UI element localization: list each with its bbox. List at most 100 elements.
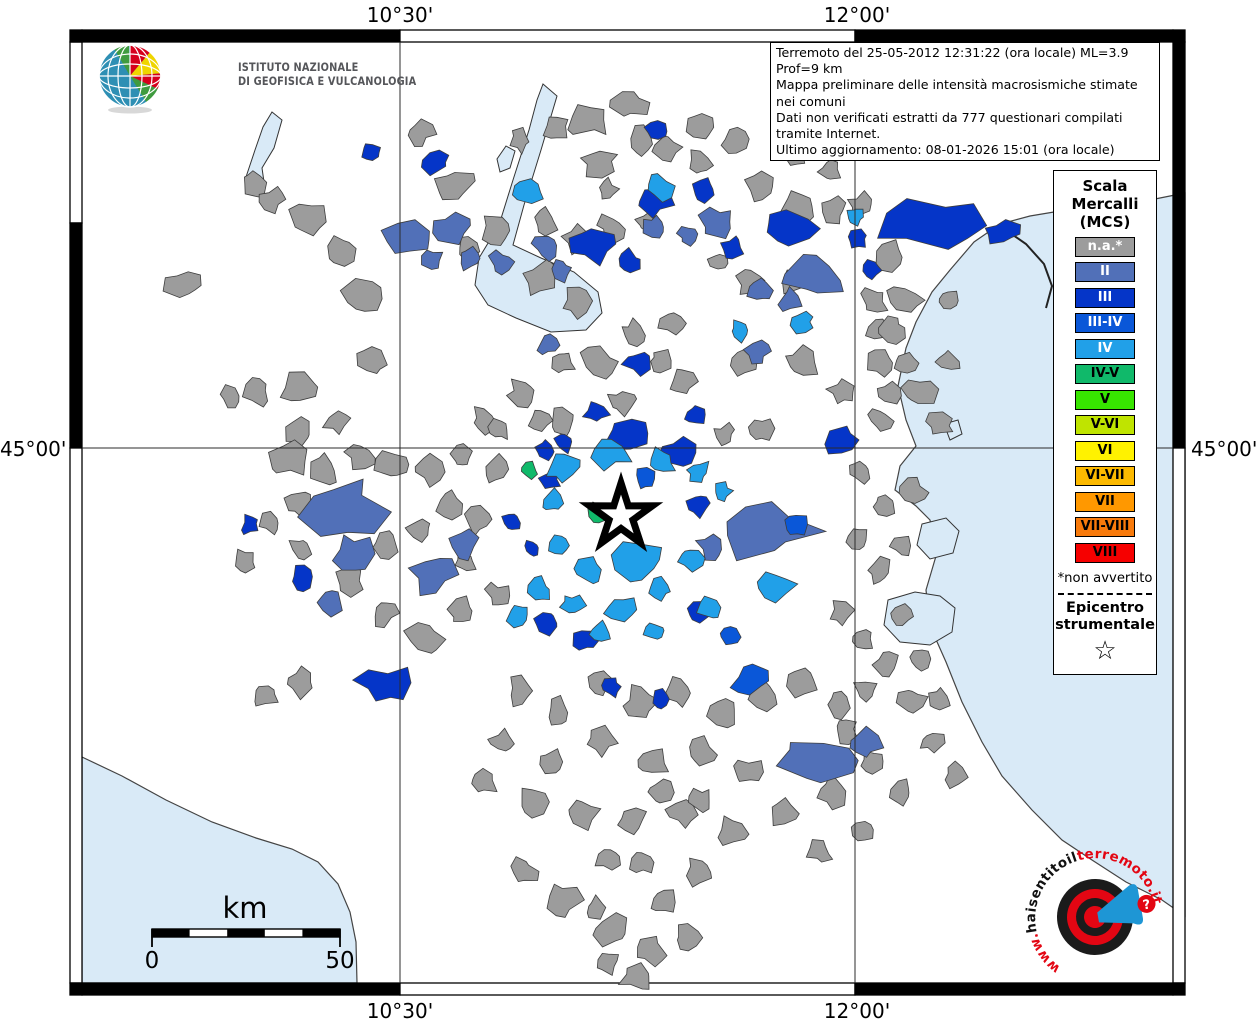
municipality-region — [777, 285, 803, 312]
municipality-region — [483, 581, 511, 606]
municipality-region — [463, 504, 493, 537]
municipality-region — [786, 667, 818, 699]
epicenter-star — [578, 471, 664, 552]
municipality-region — [650, 349, 672, 374]
municipality-region — [919, 732, 946, 754]
legend-item-v: V — [1075, 389, 1135, 410]
municipality-region — [636, 466, 656, 490]
municipality-region — [592, 912, 628, 948]
municipality-region — [676, 549, 706, 573]
municipality-region — [321, 410, 352, 436]
info-line-map-type: Mappa preliminare delle intensità macros… — [776, 77, 1138, 109]
municipality-region — [542, 487, 565, 511]
municipality-region — [551, 259, 573, 284]
municipality-region — [898, 476, 930, 504]
municipality-region — [743, 170, 774, 203]
municipality-region — [650, 446, 677, 472]
municipality-region — [407, 118, 438, 148]
municipality-region — [805, 839, 834, 863]
municipality-region — [448, 528, 480, 562]
municipality-region — [938, 290, 959, 310]
municipality-region — [657, 312, 687, 336]
municipality-region — [675, 226, 699, 247]
municipality-region — [527, 409, 554, 432]
municipality-region — [785, 344, 819, 376]
legend-item-ii: II — [1075, 262, 1135, 282]
municipality-region — [487, 727, 515, 752]
municipality-region — [685, 495, 711, 520]
municipality-region — [481, 215, 511, 246]
municipality-region — [886, 286, 926, 313]
municipality-region — [685, 857, 713, 888]
municipality-region — [893, 351, 920, 374]
legend-divider — [1058, 592, 1152, 595]
municipality-region — [545, 453, 581, 484]
legend-title-line2: Mercalli — [1071, 195, 1139, 213]
legend-item-vvi: V-VI — [1075, 415, 1135, 435]
municipality-region — [568, 228, 617, 267]
info-line-updated: Ultimo aggiornamento: 08-01-2026 15:01 (… — [776, 142, 1115, 158]
municipality-region — [530, 235, 558, 263]
municipality-region — [533, 612, 558, 637]
municipality-region — [687, 787, 710, 814]
municipality-region — [731, 319, 749, 344]
municipality-region — [872, 494, 896, 517]
municipality-region — [288, 203, 327, 237]
municipality-region — [697, 206, 731, 240]
municipality-region — [909, 649, 932, 672]
municipality-region — [235, 548, 256, 574]
municipality-region — [647, 778, 675, 804]
municipality-region — [719, 235, 745, 260]
municipality-region — [511, 178, 544, 205]
municipality-region — [984, 219, 1022, 245]
municipality-region — [652, 687, 670, 710]
municipality-region — [733, 759, 764, 782]
legend-title-line1: Scala — [1082, 177, 1128, 195]
municipality-region — [695, 595, 722, 619]
legend-epicenter-line1: Epicentro — [1065, 599, 1145, 616]
municipality-region — [404, 518, 431, 544]
municipality-region — [548, 534, 570, 555]
municipality-region — [618, 246, 641, 274]
municipality-region — [888, 535, 912, 557]
municipality-region — [685, 460, 710, 483]
municipality-region — [662, 676, 691, 708]
municipality-region — [617, 807, 648, 836]
scale-bar-unit: km — [222, 891, 267, 925]
coord-label-bottom-left: 10°30' — [366, 999, 434, 1023]
municipality-region — [542, 116, 569, 139]
municipality-region — [875, 239, 903, 273]
municipality-region — [642, 214, 664, 239]
legend-item-vi: VI — [1075, 440, 1135, 461]
legend-item-viii: VIII — [1075, 542, 1135, 563]
municipality-region — [617, 962, 650, 990]
municipality-region — [449, 443, 473, 466]
municipality-region — [622, 683, 660, 718]
municipality-region — [510, 856, 540, 883]
municipality-region — [361, 143, 381, 162]
municipality-region — [850, 820, 874, 842]
municipality-region — [546, 883, 585, 918]
municipality-region — [867, 349, 893, 378]
municipality-region — [620, 351, 651, 378]
municipality-region — [586, 724, 619, 759]
municipality-region — [435, 489, 464, 521]
municipality-region — [351, 666, 412, 702]
municipality-region — [279, 371, 319, 402]
legend-item-iii: III — [1075, 287, 1135, 308]
municipality-region — [784, 514, 808, 536]
municipality-region — [587, 670, 616, 697]
municipality-region — [241, 377, 269, 408]
municipality-region — [485, 452, 510, 484]
municipality-region — [286, 665, 313, 701]
municipality-region — [446, 595, 473, 622]
legend-items: n.a.* II III III-IV IV IV-V V V-VI VI VI-VII VII VI… — [1054, 236, 1156, 563]
municipality-region — [860, 287, 889, 313]
municipality-region — [567, 104, 607, 136]
municipality-region — [581, 401, 612, 422]
municipality-region — [505, 604, 528, 629]
municipality-region — [610, 541, 663, 583]
municipality-region — [636, 935, 668, 968]
municipality-region — [510, 674, 534, 708]
municipality-region — [816, 159, 842, 180]
